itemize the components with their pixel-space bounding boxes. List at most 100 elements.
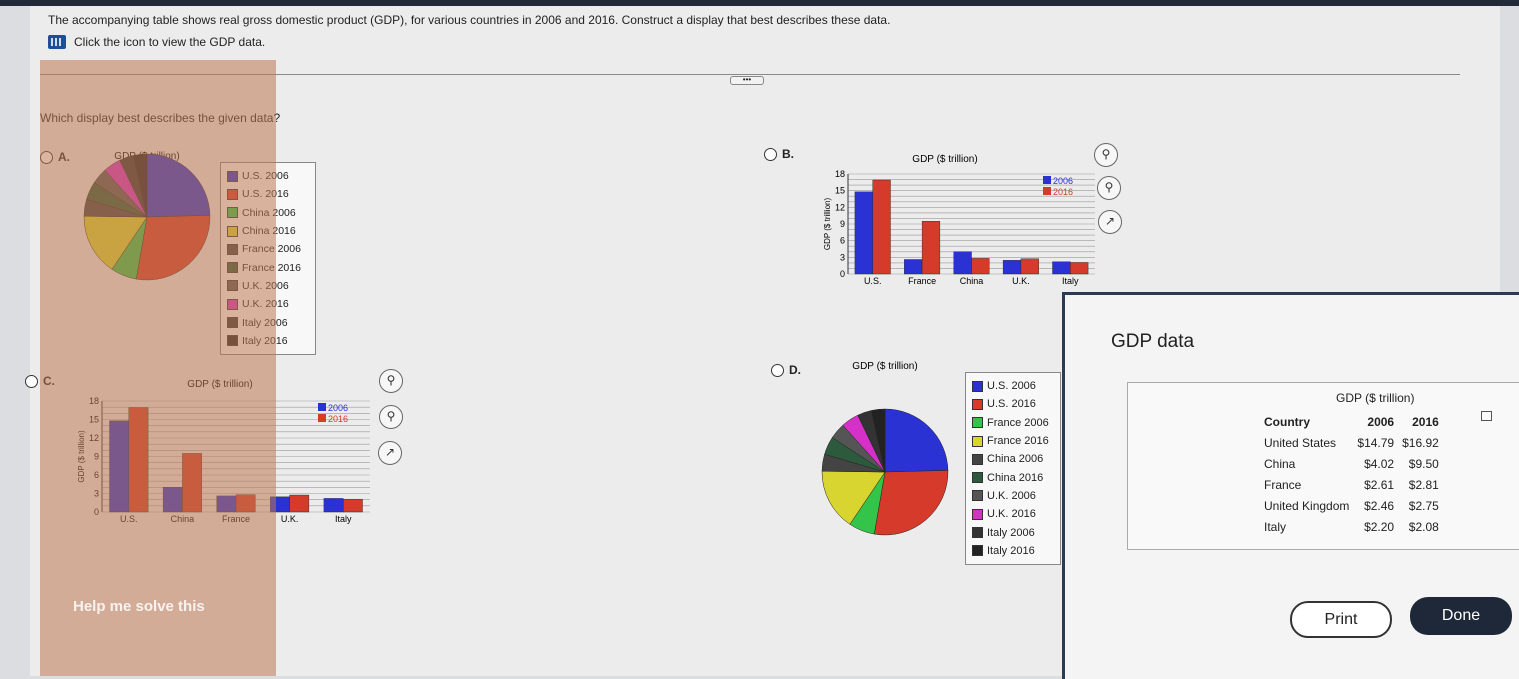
legend-item: U.S. 2016 <box>227 185 309 203</box>
pie-slice <box>146 153 211 218</box>
cell-2016: $2.75 <box>1408 498 1439 513</box>
legend-label: U.S. 2016 <box>987 398 1036 411</box>
option-a[interactable]: A. <box>40 150 70 164</box>
option-b-label[interactable]: B. <box>782 147 794 161</box>
legend-label: 2006 <box>1053 176 1073 186</box>
view-data-link[interactable]: Click the icon to view the GDP data. <box>48 35 265 49</box>
chart-title: GDP ($ trillion) <box>852 361 917 372</box>
copy-icon[interactable] <box>1481 411 1492 421</box>
x-tick-label: U.S. <box>864 276 882 286</box>
legend-item: Italy 2016 <box>227 332 309 350</box>
bar <box>904 259 923 275</box>
legend-swatch <box>227 188 238 200</box>
option-b[interactable]: B. <box>764 147 794 161</box>
legend-swatch <box>972 508 983 520</box>
bar <box>270 496 290 513</box>
legend-item: U.K. 2016 <box>972 505 1054 523</box>
legend-swatch <box>227 280 238 292</box>
cell-country: Italy <box>1264 519 1287 534</box>
radio-a[interactable] <box>40 150 53 164</box>
view-data-link-text[interactable]: Click the icon to view the GDP data. <box>74 35 266 49</box>
modal-title: GDP data <box>1111 331 1195 352</box>
legend-item: Italy 2006 <box>227 313 309 331</box>
legend-item: U.S. 2016 <box>972 395 1054 413</box>
y-tick-label: 9 <box>94 452 99 462</box>
radio-d[interactable] <box>771 363 784 377</box>
zoom-in-icon[interactable]: ⚲ <box>379 369 403 393</box>
pie-slice <box>871 408 886 473</box>
done-button[interactable]: Done <box>1410 597 1512 635</box>
legend-label: 2006 <box>328 403 348 413</box>
y-tick-label: 12 <box>89 433 99 443</box>
zoom-out-icon[interactable]: ⚲ <box>1097 176 1121 200</box>
legend-label: U.K. 2016 <box>242 298 289 311</box>
popout-icon[interactable]: ↗ <box>1098 210 1122 234</box>
legend-item: France 2016 <box>972 432 1054 450</box>
legend-label: France 2016 <box>987 435 1049 448</box>
legend-item: U.K. 2006 <box>972 487 1054 505</box>
legend-label: U.S. 2006 <box>987 380 1036 393</box>
radio-c[interactable] <box>25 374 38 388</box>
legend-item: France 2006 <box>227 240 309 258</box>
bar <box>971 258 990 275</box>
legend-item: China 2016 <box>227 222 309 240</box>
legend-swatch <box>227 243 238 255</box>
option-d-label[interactable]: D. <box>789 363 801 377</box>
legend-label: U.K. 2016 <box>987 508 1036 521</box>
print-button[interactable]: Print <box>1290 601 1392 638</box>
legend-swatch <box>318 414 326 422</box>
help-button[interactable]: Help me solve this <box>73 598 205 615</box>
legend-item: China 2016 <box>972 468 1054 486</box>
legend-label: France 2016 <box>242 261 301 274</box>
legend-item: U.K. 2016 <box>227 295 309 313</box>
legend-swatch <box>972 380 983 392</box>
legend-label: China 2016 <box>242 225 296 238</box>
y-tick-label: 18 <box>835 169 845 179</box>
chart-d: GDP ($ trillion) <box>821 361 949 536</box>
x-tick-label: France <box>222 514 250 524</box>
option-a-label[interactable]: A. <box>58 150 70 164</box>
option-c[interactable]: C. <box>25 374 55 388</box>
table-header-row: Country 2006 2016 <box>1260 411 1443 432</box>
x-tick-label: U.S. <box>120 514 138 524</box>
bar <box>289 494 310 513</box>
legend-label: 2016 <box>1053 187 1073 197</box>
pie-slice <box>873 470 949 536</box>
cell-country: France <box>1264 477 1302 492</box>
popout-icon[interactable]: ↗ <box>378 441 402 465</box>
legend-item: Italy 2006 <box>972 523 1054 541</box>
table-header: GDP ($ trillion) <box>1336 391 1415 405</box>
zoom-in-icon[interactable]: ⚲ <box>1094 143 1118 167</box>
gdp-table-box: GDP ($ trillion) Country 2006 2016 Unite… <box>1127 382 1519 550</box>
table-row: China $4.02 $9.50 <box>1260 453 1443 474</box>
legend-swatch <box>227 207 238 219</box>
radio-b[interactable] <box>764 147 777 161</box>
zoom-out-icon[interactable]: ⚲ <box>379 405 403 429</box>
legend-swatch <box>1043 176 1051 184</box>
legend-item: Italy 2016 <box>972 542 1054 560</box>
divider-handle[interactable]: ••• <box>730 76 764 85</box>
x-tick-label: U.K. <box>1012 276 1030 286</box>
option-c-label[interactable]: C. <box>43 374 55 388</box>
y-tick-label: 12 <box>835 202 845 212</box>
chart-a: GDP ($ trillion) <box>83 151 211 281</box>
col-country: Country <box>1264 414 1310 429</box>
y-tick-label: 3 <box>94 489 99 499</box>
legend-swatch <box>318 403 326 411</box>
x-tick-label: Italy <box>1062 276 1079 286</box>
chart-title: GDP ($ trillion) <box>187 379 252 390</box>
legend-label: China 2006 <box>987 453 1044 466</box>
section-divider <box>40 74 1460 75</box>
grid-icon[interactable] <box>48 35 66 49</box>
legend-label: Italy 2016 <box>987 544 1035 557</box>
table-row: France $2.61 $2.81 <box>1260 474 1443 495</box>
legend-label: U.S. 2016 <box>242 188 289 201</box>
y-tick-label: 9 <box>840 219 845 229</box>
y-tick-label: 6 <box>94 470 99 480</box>
top-band <box>0 0 1519 6</box>
legend-swatch <box>227 335 238 347</box>
option-d[interactable]: D. <box>771 363 801 377</box>
legend-swatch <box>972 490 983 502</box>
x-tick-label: Italy <box>335 514 352 524</box>
x-tick-label: China <box>960 276 984 286</box>
